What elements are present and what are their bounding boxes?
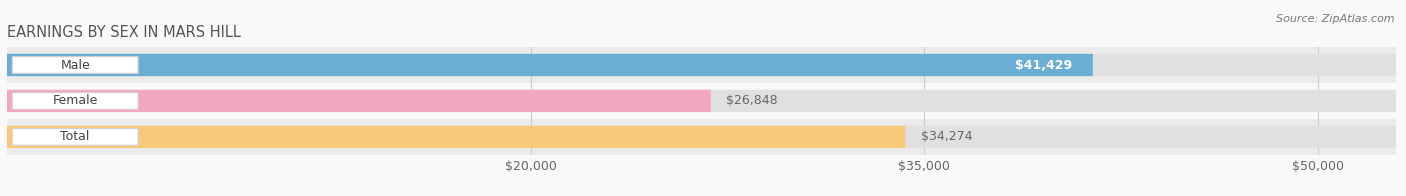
Bar: [7, 47, 1396, 83]
FancyBboxPatch shape: [7, 54, 1396, 76]
Text: Male: Male: [60, 59, 90, 72]
Text: $26,848: $26,848: [727, 94, 778, 107]
FancyBboxPatch shape: [7, 90, 710, 112]
FancyBboxPatch shape: [13, 57, 138, 73]
Text: $34,274: $34,274: [921, 130, 973, 143]
FancyBboxPatch shape: [7, 90, 1396, 112]
FancyBboxPatch shape: [13, 93, 138, 109]
FancyBboxPatch shape: [7, 126, 905, 148]
Bar: [7, 83, 1396, 119]
Text: EARNINGS BY SEX IN MARS HILL: EARNINGS BY SEX IN MARS HILL: [7, 25, 240, 40]
Text: Source: ZipAtlas.com: Source: ZipAtlas.com: [1277, 14, 1395, 24]
FancyBboxPatch shape: [13, 129, 138, 145]
Text: $41,429: $41,429: [1015, 59, 1071, 72]
FancyBboxPatch shape: [7, 54, 1092, 76]
Text: Female: Female: [52, 94, 98, 107]
FancyBboxPatch shape: [7, 126, 1396, 148]
Text: Total: Total: [60, 130, 90, 143]
Bar: [7, 119, 1396, 155]
